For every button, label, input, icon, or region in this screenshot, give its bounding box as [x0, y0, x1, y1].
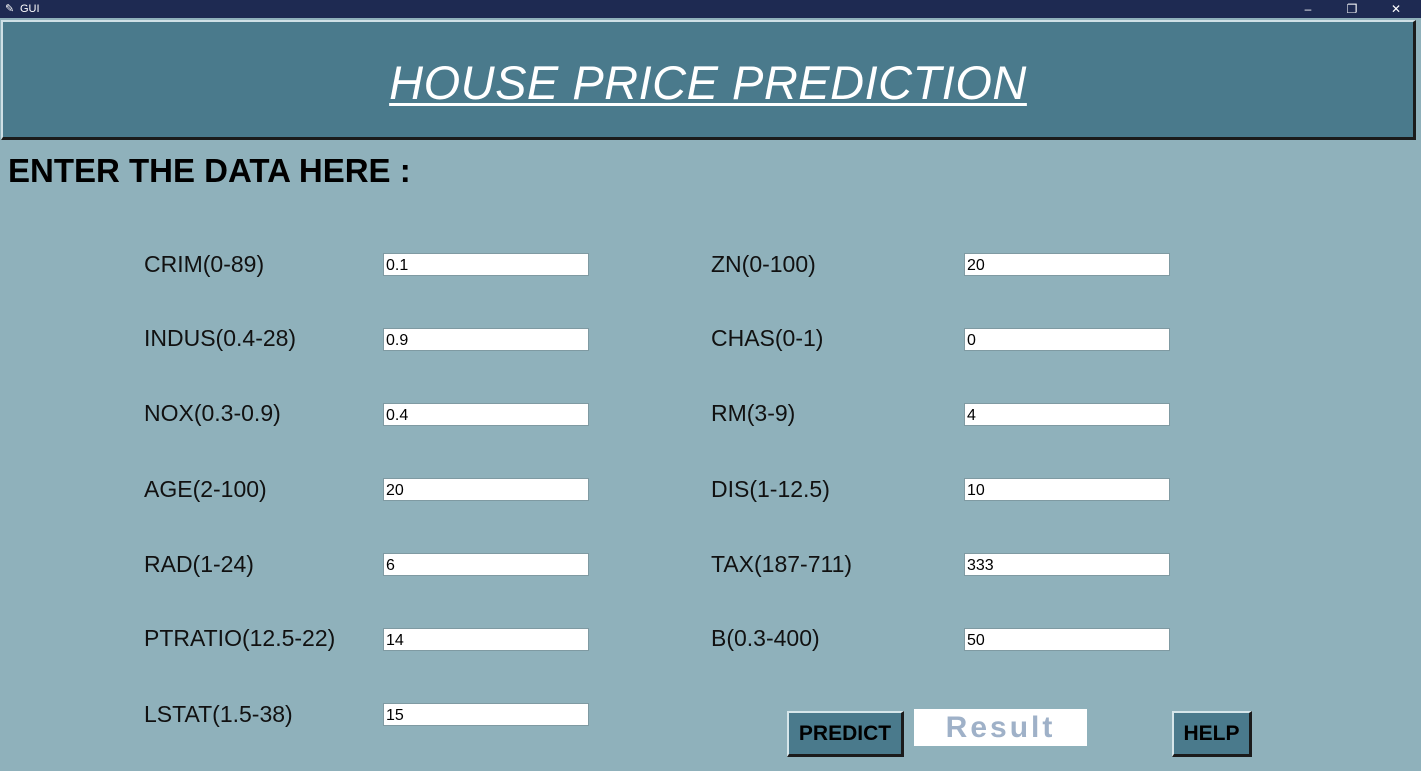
nox-input[interactable] [383, 403, 589, 426]
chas-input[interactable] [964, 328, 1170, 351]
dis-input[interactable] [964, 478, 1170, 501]
dis-label: DIS(1-12.5) [711, 476, 830, 502]
minimize-button[interactable]: – [1304, 2, 1312, 16]
predict-button[interactable]: PREDICT [787, 711, 904, 757]
header-banner: HOUSE PRICE PREDICTION [1, 20, 1416, 140]
zn-input[interactable] [964, 253, 1170, 276]
nox-label: NOX(0.3-0.9) [144, 400, 281, 426]
close-button[interactable]: ✕ [1390, 2, 1402, 16]
tax-label: TAX(187-711) [711, 551, 853, 577]
age-input[interactable] [383, 478, 589, 501]
lstat-label: LSTAT(1.5-38) [144, 701, 293, 727]
indus-label: INDUS(0.4-28) [144, 325, 297, 351]
tax-input[interactable] [964, 553, 1170, 576]
b-label: B(0.3-400) [711, 625, 820, 651]
crim-input[interactable] [383, 253, 589, 276]
help-button[interactable]: HELP [1172, 711, 1252, 757]
chas-label: CHAS(0-1) [711, 325, 824, 351]
rm-label: RM(3-9) [711, 400, 796, 426]
ptratio-label: PTRATIO(12.5-22) [144, 625, 336, 651]
crim-label: CRIM(0-89) [144, 251, 265, 277]
maximize-button[interactable]: ❐ [1346, 2, 1358, 16]
lstat-input[interactable] [383, 703, 589, 726]
window-titlebar: ✎ GUI – ❐ ✕ [0, 0, 1421, 18]
indus-input[interactable] [383, 328, 589, 351]
result-display: Result [914, 709, 1087, 746]
b-input[interactable] [964, 628, 1170, 651]
page-title: HOUSE PRICE PREDICTION [389, 56, 1027, 109]
section-heading: ENTER THE DATA HERE : [8, 152, 411, 189]
feather-icon: ✎ [5, 3, 15, 15]
rad-label: RAD(1-24) [144, 551, 254, 577]
rad-input[interactable] [383, 553, 589, 576]
rm-input[interactable] [964, 403, 1170, 426]
ptratio-input[interactable] [383, 628, 589, 651]
age-label: AGE(2-100) [144, 476, 267, 502]
window-title: GUI [20, 3, 40, 15]
zn-label: ZN(0-100) [711, 251, 816, 277]
